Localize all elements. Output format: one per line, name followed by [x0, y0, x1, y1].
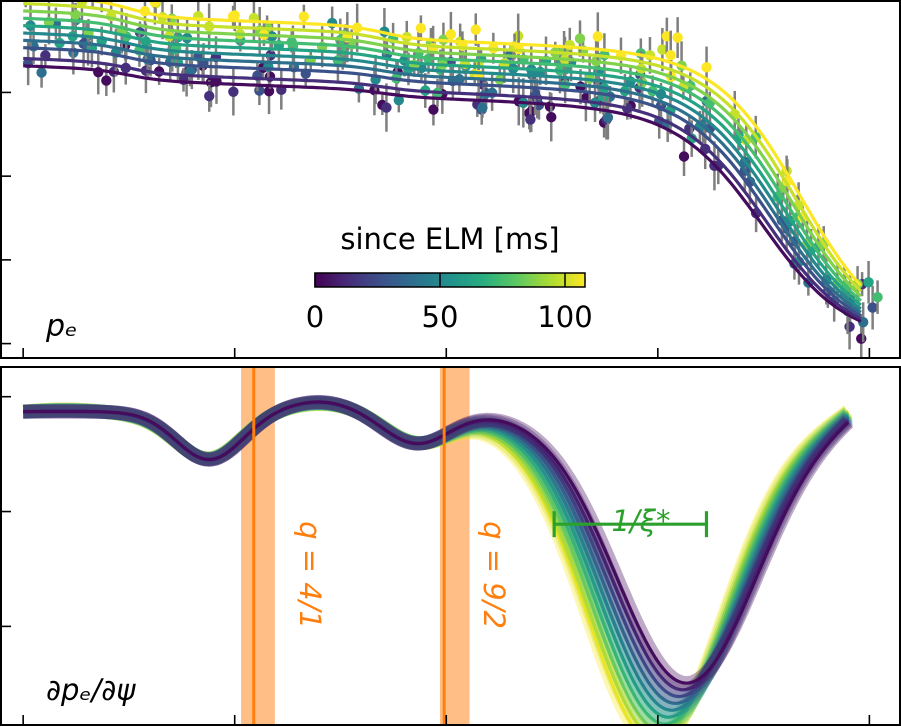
data-point [672, 32, 683, 43]
data-point [393, 94, 405, 106]
uncertainty-band [19, 395, 853, 718]
bottom-axes-frame [0, 366, 901, 726]
derivative-curve [23, 402, 850, 724]
data-point [263, 86, 275, 97]
uncertainty-band [19, 396, 853, 724]
q92-label: q = 9/2 [477, 521, 511, 629]
colorbar: since ELM [ms] 0 50 100 [306, 222, 593, 334]
xi-width-marker [552, 511, 709, 538]
fit-curve [23, 64, 862, 323]
bottom-ticks [2, 395, 871, 724]
data-point [574, 33, 586, 44]
data-point [525, 114, 536, 125]
data-point [470, 24, 481, 35]
colorbar-label: since ELM [ms] [340, 222, 559, 256]
data-point [657, 44, 668, 55]
q-bands [241, 368, 470, 724]
colorbar-tick-label: 100 [537, 300, 592, 334]
colorbar-tick-label: 0 [306, 300, 324, 334]
derivative-curves [19, 394, 854, 724]
fit-curve [23, 31, 862, 311]
top-axes-frame [0, 0, 901, 359]
top-panel: pₑ since ELM [ms] 0 50 100 [0, 0, 901, 359]
fit-curve [90, 2, 863, 287]
derivative-curve [23, 401, 850, 712]
q41-label: q = 4/1 [293, 521, 327, 629]
top-ticks [2, 91, 871, 357]
data-point [428, 104, 439, 115]
colorbar-tick-label: 50 [422, 300, 459, 334]
data-point [228, 86, 239, 97]
derivative-curve [23, 402, 850, 724]
uncertainty-band [19, 397, 853, 724]
fit-curve [23, 46, 862, 317]
data-point [844, 321, 855, 332]
data-point [592, 31, 604, 42]
data-point [872, 291, 883, 303]
q-lines [252, 368, 446, 724]
bottom-panel: q = 4/1 q = 9/2 1/ξ* ∂pₑ/∂ψ [0, 366, 901, 726]
data-point [381, 102, 392, 113]
data-point [856, 333, 867, 344]
derivative-curve [23, 401, 850, 724]
data-point [602, 112, 614, 123]
data-point [665, 49, 676, 61]
data-point [415, 22, 427, 34]
colorbar-ticks: 0 50 100 [306, 273, 593, 334]
data-point [477, 102, 488, 113]
uncertainty-band [19, 396, 853, 724]
data-point [204, 90, 215, 102]
fit-curve [23, 38, 862, 314]
fit-curve [23, 2, 863, 293]
data-point [863, 277, 874, 288]
data-point [546, 112, 557, 123]
derivative-curve [23, 400, 850, 685]
data-point [229, 10, 240, 21]
data-point [678, 151, 690, 162]
data-point [36, 67, 47, 78]
uncertainty-band [19, 394, 854, 691]
fit-curve [23, 24, 862, 307]
data-point [867, 302, 878, 313]
derivative-curve [23, 401, 850, 719]
fit-curve [23, 9, 863, 298]
colorbar-gradient [314, 272, 586, 288]
derivative-curve [23, 402, 850, 724]
data-point [298, 11, 310, 22]
data-point [445, 29, 457, 40]
bottom-ylabel: ∂pₑ/∂ψ [46, 673, 136, 707]
data-point [101, 75, 112, 86]
xi-label: 1/ξ* [612, 504, 671, 538]
fit-curve [23, 16, 862, 303]
fit-curves [23, 2, 863, 323]
top-ylabel: pₑ [45, 309, 78, 344]
uncertainty-band [19, 396, 853, 724]
data-point [701, 62, 712, 73]
fit-curve [23, 56, 862, 321]
data-point [149, 2, 161, 8]
data-point [661, 31, 673, 42]
uncertainty-band [19, 397, 853, 724]
